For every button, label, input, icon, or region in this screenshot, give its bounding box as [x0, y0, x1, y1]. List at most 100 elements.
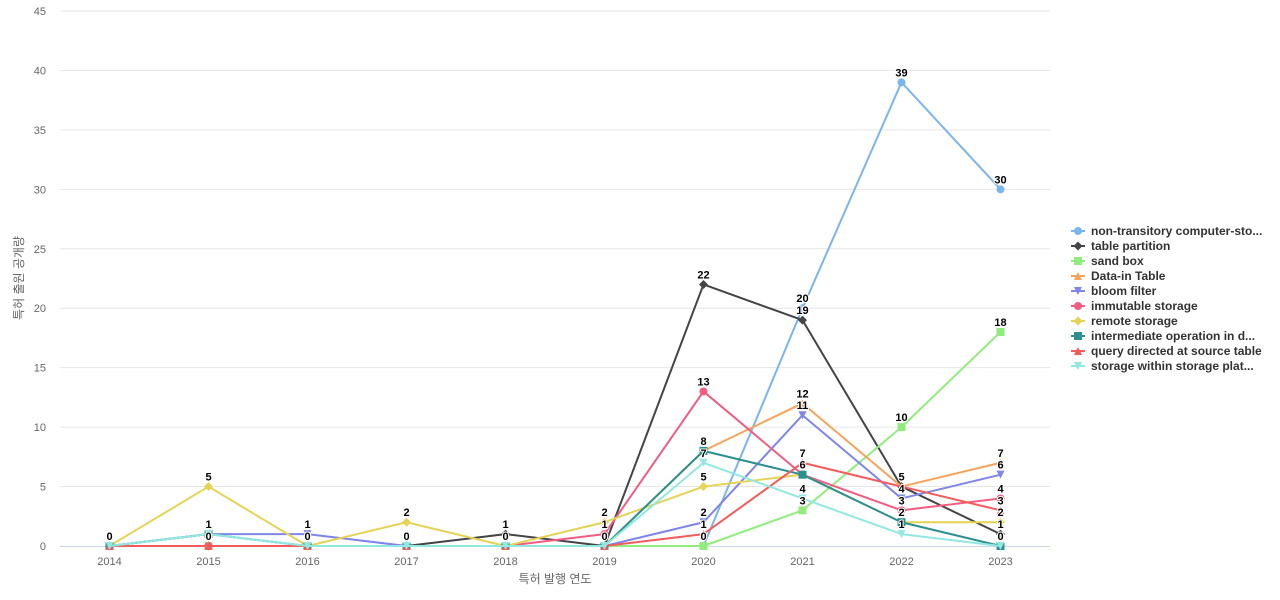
y-tick-label: 40 — [34, 65, 46, 77]
y-tick-label: 25 — [34, 244, 46, 256]
data-point — [897, 423, 906, 432]
legend-item[interactable]: Data-in Table — [1071, 269, 1166, 283]
y-tick-label: 5 — [40, 482, 46, 494]
data-label: 6 — [799, 460, 805, 472]
y-tick-label: 0 — [40, 541, 46, 553]
legend-item[interactable]: non-transitory computer-sto... — [1071, 224, 1262, 238]
gridlines — [60, 10, 1050, 488]
legend-item[interactable]: intermediate operation in d... — [1071, 329, 1255, 343]
legend-item[interactable]: table partition — [1071, 239, 1170, 253]
data-point — [501, 529, 510, 539]
series-line — [105, 458, 1005, 550]
data-label: 1 — [502, 519, 508, 531]
data-point — [798, 304, 807, 313]
data-label: 1 — [997, 519, 1003, 531]
data-label: 0 — [502, 531, 508, 543]
legend-item[interactable]: immutable storage — [1071, 299, 1198, 313]
data-label: 12 — [796, 388, 808, 400]
series-line — [105, 399, 1005, 550]
legend-marker — [1074, 272, 1082, 280]
legend-item[interactable]: query directed at source table — [1071, 344, 1262, 358]
data-point — [996, 494, 1005, 503]
legend-label: intermediate operation in d... — [1091, 329, 1255, 343]
x-tick-label: 2017 — [394, 556, 418, 568]
data-label: 4 — [799, 483, 806, 495]
data-point — [996, 328, 1005, 336]
data-label: 3 — [799, 495, 805, 507]
series-line — [105, 328, 1005, 550]
x-tick-label: 2018 — [493, 556, 517, 568]
x-tick-label: 2015 — [196, 556, 220, 568]
legend-marker — [1074, 347, 1082, 355]
data-point — [996, 542, 1005, 550]
data-label: 5 — [898, 472, 904, 484]
y-tick-label: 45 — [34, 6, 46, 18]
data-label: 0 — [997, 531, 1003, 543]
legend-label: table partition — [1091, 239, 1170, 253]
data-label: 0 — [304, 531, 310, 543]
data-point — [699, 458, 708, 467]
data-label: 1 — [601, 519, 607, 531]
data-point — [798, 411, 807, 420]
legend-item[interactable]: bloom filter — [1071, 284, 1157, 298]
legend-marker — [1074, 302, 1082, 310]
legend-item[interactable]: remote storage — [1071, 314, 1178, 328]
legend-label: immutable storage — [1091, 299, 1198, 313]
data-label: 4 — [898, 483, 905, 495]
data-point — [897, 530, 906, 539]
data-label: 7 — [997, 448, 1003, 460]
data-point — [798, 506, 807, 515]
data-point — [303, 542, 312, 550]
data-point — [105, 542, 114, 550]
data-label: 22 — [697, 269, 709, 281]
data-label: 0 — [106, 531, 112, 543]
data-label: 13 — [697, 376, 709, 388]
y-tick-label: 30 — [34, 184, 46, 196]
data-point — [699, 279, 708, 289]
data-label: 2 — [403, 507, 409, 519]
data-point — [996, 458, 1005, 467]
data-point — [600, 530, 609, 539]
data-label: 0 — [601, 531, 607, 543]
data-point — [996, 517, 1005, 527]
data-point — [303, 530, 312, 539]
data-label: 20 — [796, 293, 808, 305]
y-tick-label: 20 — [34, 303, 46, 315]
legend-label: sand box — [1091, 254, 1144, 268]
data-point — [798, 315, 807, 325]
series-layer — [105, 78, 1005, 551]
data-label: 0 — [403, 531, 409, 543]
data-point — [699, 518, 708, 527]
data-label: 2 — [601, 507, 607, 519]
data-label: 19 — [796, 305, 808, 317]
data-point — [600, 517, 609, 527]
data-point — [699, 482, 708, 492]
data-label: 10 — [895, 412, 907, 424]
x-axis-title: 특허 발행 연도 — [519, 571, 592, 586]
data-point — [204, 482, 213, 492]
data-label: 1 — [700, 519, 706, 531]
legend-marker — [1074, 332, 1082, 340]
data-label: 39 — [895, 67, 907, 79]
data-point — [897, 506, 906, 515]
data-point — [897, 518, 906, 527]
x-axis-ticks: 2014 2015 2016 2017 2018 2019 2020 2021 2022 2023 — [97, 556, 1012, 568]
y-tick-label: 35 — [34, 125, 46, 137]
series-path — [108, 402, 1002, 547]
data-point — [798, 470, 807, 479]
data-label: 7 — [799, 448, 805, 460]
legend-label: storage within storage plat... — [1091, 359, 1254, 373]
legend-item[interactable]: storage within storage plat... — [1071, 359, 1254, 373]
series-path — [108, 331, 1002, 547]
data-labels: 0510102010210221387521020191211764339105… — [105, 66, 1007, 544]
legend-marker — [1073, 316, 1083, 326]
data-label: 2 — [997, 507, 1003, 519]
series-path — [108, 81, 1002, 547]
data-point — [204, 542, 213, 550]
data-label: 2 — [700, 507, 706, 519]
legend-item[interactable]: sand box — [1071, 254, 1144, 268]
x-tick-label: 2016 — [295, 556, 319, 568]
series-line — [105, 387, 1005, 550]
legend-label: query directed at source table — [1091, 344, 1262, 358]
